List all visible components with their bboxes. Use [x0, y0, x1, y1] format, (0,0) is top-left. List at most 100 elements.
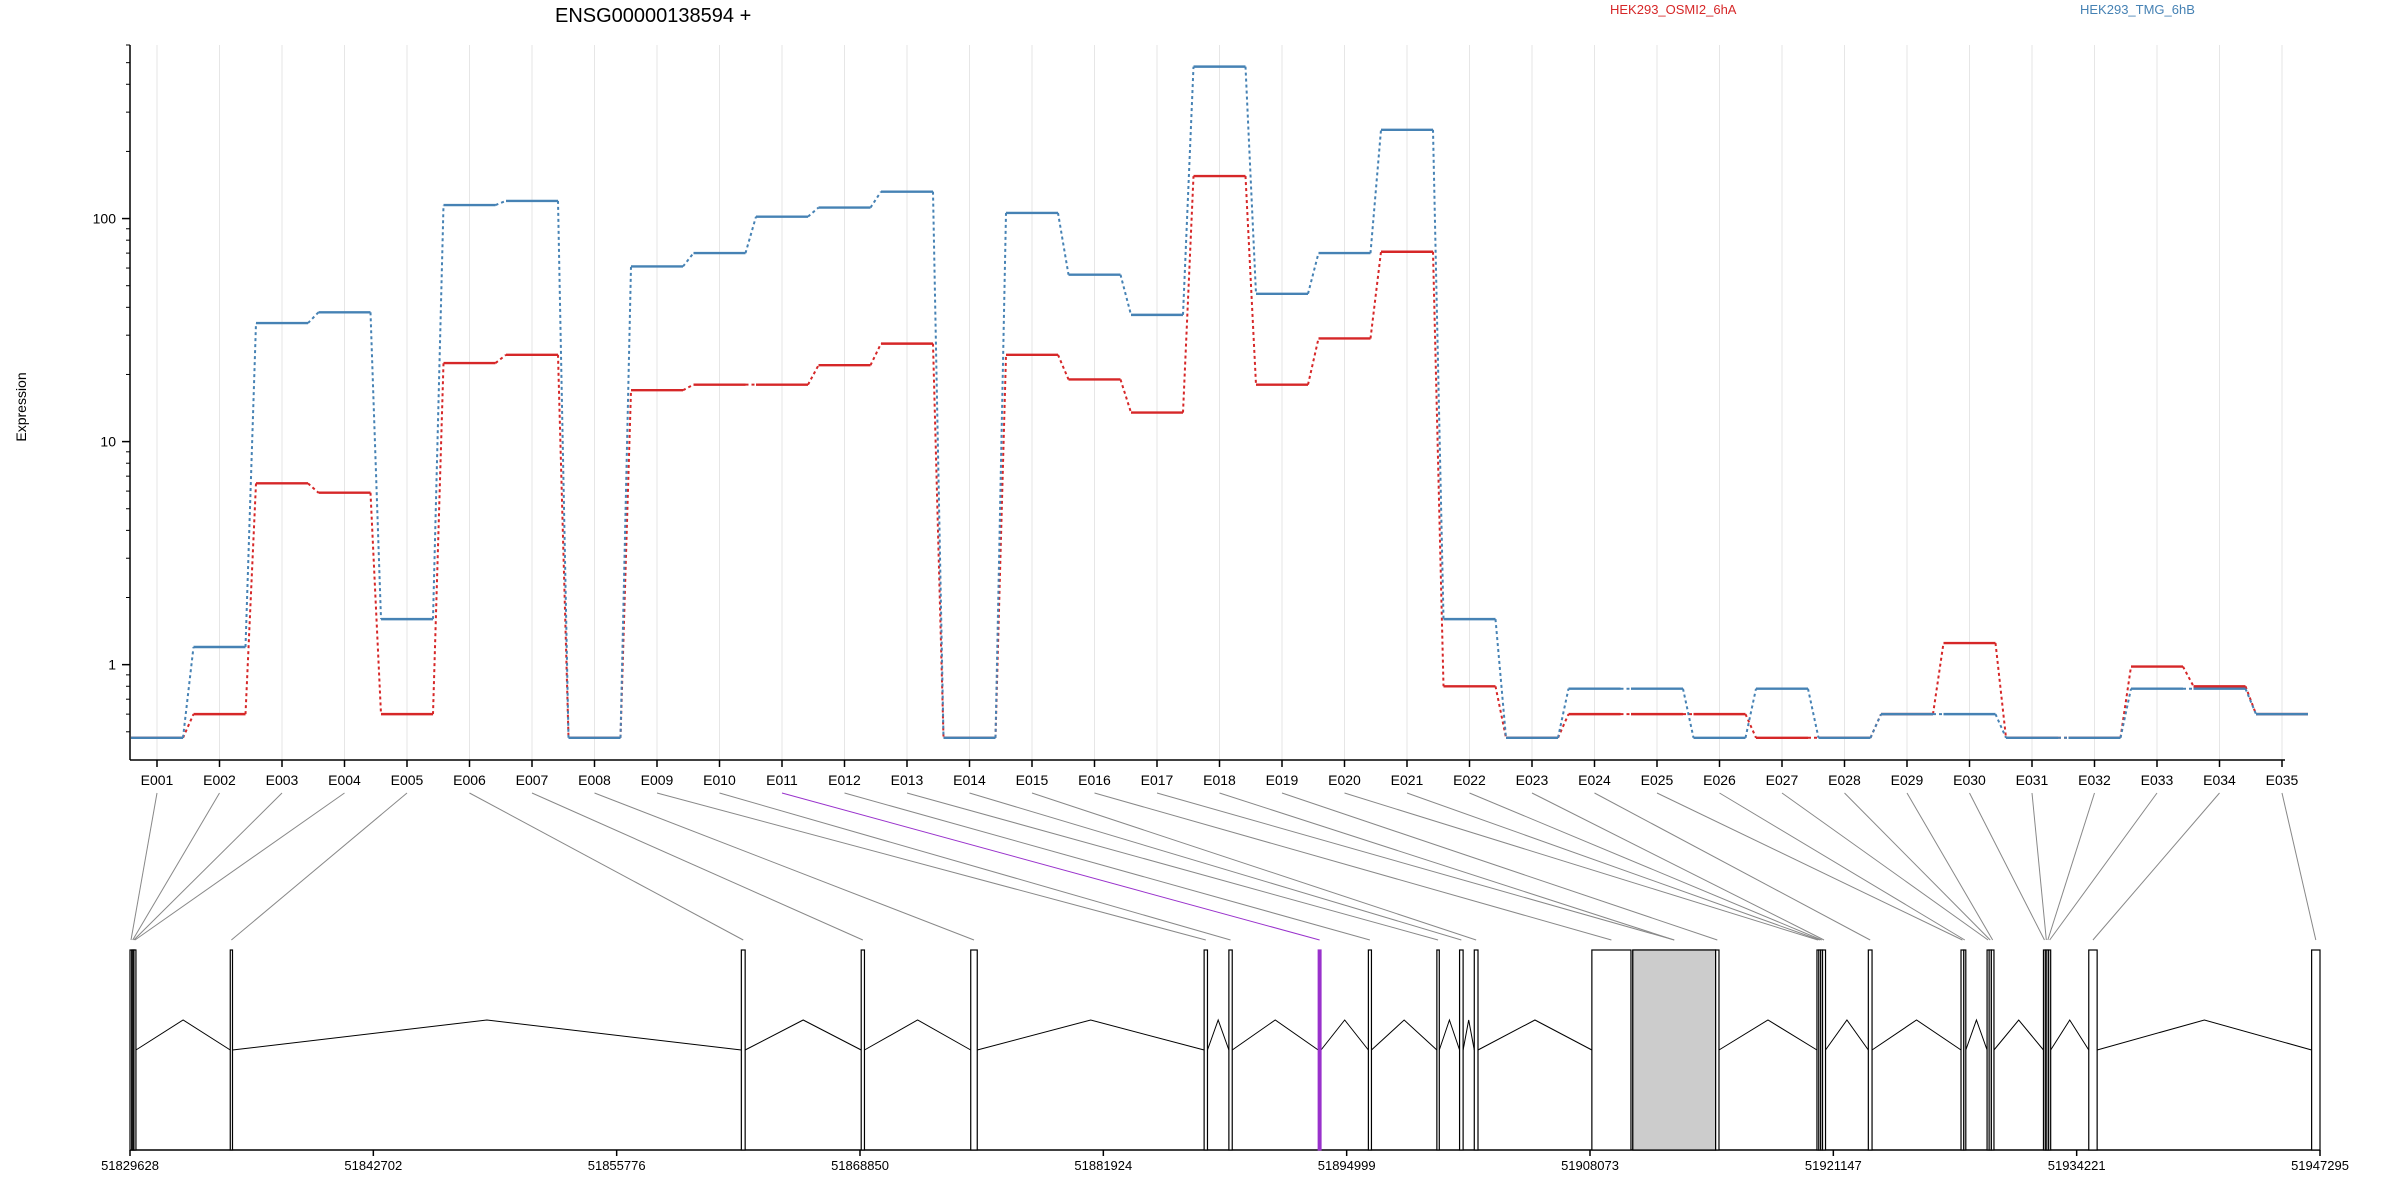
connector-e012 — [869, 191, 882, 209]
genomic-tick-label: 51908073 — [1561, 1158, 1619, 1173]
exon-connector-e026 — [1719, 792, 1966, 941]
connector-e016 — [1119, 274, 1132, 316]
connector-e013 — [932, 191, 945, 738]
exon-connector-e005 — [231, 792, 408, 941]
connector-e004 — [369, 312, 382, 620]
intron-line — [2050, 1019, 2090, 1051]
connector-e014 — [994, 212, 1007, 738]
intron-line — [1965, 1018, 1988, 1051]
x-tick-label-e033: E033 — [2141, 772, 2174, 788]
x-tick-label-e025: E025 — [1641, 772, 1674, 788]
connector-e008 — [619, 266, 632, 738]
exon-connector-e031 — [2031, 792, 2047, 941]
intron-line — [1825, 1019, 1869, 1051]
exon-connector-e014 — [969, 792, 1462, 941]
x-tick-label-e006: E006 — [453, 772, 486, 788]
x-tick-label-e017: E017 — [1141, 772, 1174, 788]
connector-e030 — [1994, 713, 2007, 739]
legend-entry-series-2: HEK293_TMG_6hB — [2080, 2, 2195, 17]
x-tick-label-e012: E012 — [828, 772, 861, 788]
connector-e033 — [2182, 666, 2195, 687]
x-tick-label-e004: E004 — [328, 772, 361, 788]
genomic-tick-label: 51934221 — [2048, 1158, 2106, 1173]
connector-e018 — [1244, 66, 1257, 294]
connector-e032 — [2119, 688, 2132, 738]
connector-e008 — [619, 390, 632, 738]
x-tick-label-e002: E002 — [203, 772, 236, 788]
intron-line — [1207, 1018, 1230, 1051]
connector-e009 — [682, 383, 694, 392]
exon-connector-e008 — [594, 792, 975, 941]
exon-connectors — [130, 792, 2317, 941]
exon-connector-e028 — [1844, 792, 1991, 941]
x-tick-label-e028: E028 — [1828, 772, 1861, 788]
x-tick-label-e021: E021 — [1391, 772, 1424, 788]
exon-box-e024 — [1867, 949, 1873, 1151]
connector-e004 — [369, 492, 382, 715]
exon-connector-e033 — [2049, 792, 2158, 941]
intron-line — [135, 1019, 231, 1051]
x-tick-label-e010: E010 — [703, 772, 736, 788]
y-axis-label: Expression — [13, 372, 29, 441]
intron-line — [1231, 1019, 1319, 1051]
exon-box-e023 — [1821, 949, 1827, 1151]
x-tick-label-e019: E019 — [1266, 772, 1299, 788]
genomic-tick-label: 51881924 — [1074, 1158, 1132, 1173]
x-tick-label-e007: E007 — [516, 772, 549, 788]
connector-e029 — [1932, 642, 1945, 715]
intron-line — [2097, 1019, 2312, 1051]
intron-line — [1462, 1019, 1475, 1051]
x-tick-label-e018: E018 — [1203, 772, 1236, 788]
exon-box-e014 — [1458, 949, 1464, 1151]
axes: 1 10 100 E001 E002 E003 E004 E005 E006 E007 E008 E0… — [93, 44, 2299, 788]
exon-box-e015 — [1473, 949, 1479, 1151]
exon-connector-e011 — [781, 792, 1320, 941]
x-tick-label-e001: E001 — [141, 772, 174, 788]
connector-e003 — [307, 482, 320, 494]
intron-line — [1477, 1019, 1593, 1051]
chart-title: ENSG00000138594 + — [555, 5, 751, 27]
exon-connector-e013 — [906, 792, 1439, 941]
connector-e012 — [869, 343, 882, 366]
x-tick-label-e009: E009 — [641, 772, 674, 788]
connector-e021 — [1432, 129, 1445, 620]
intron-line — [1320, 1019, 1369, 1051]
connector-e005 — [432, 363, 445, 715]
genomic-tick-label: 51921147 — [1805, 1158, 1862, 1173]
exon-connector-e012 — [844, 792, 1371, 941]
x-tick-label-e020: E020 — [1328, 772, 1361, 788]
connector-e022 — [1494, 619, 1507, 738]
genomic-tick-label: 51868850 — [831, 1158, 889, 1173]
exon-connector-e016 — [1094, 792, 1612, 941]
series-1 — [131, 174, 2308, 739]
x-tick-label-e027: E027 — [1766, 772, 1799, 788]
intron-line — [977, 1019, 1205, 1051]
connector-e019 — [1307, 338, 1320, 385]
connector-e006 — [495, 199, 507, 206]
connector-e015 — [1057, 354, 1070, 380]
exon-connector-e009 — [656, 792, 1206, 941]
connector-e025 — [1682, 688, 1695, 738]
exon-connector-e003 — [133, 792, 283, 941]
x-tick-label-e032: E032 — [2078, 772, 2111, 788]
genomic-tick-label: 51947295 — [2291, 1158, 2349, 1173]
connector-e020 — [1369, 251, 1382, 339]
exon-connector-e021 — [1406, 792, 1820, 941]
connector-e011 — [807, 206, 820, 218]
connector-e014 — [994, 354, 1007, 738]
connector-e023 — [1557, 713, 1570, 739]
x-tick-label-e024: E024 — [1578, 772, 1611, 788]
connector-e023 — [1557, 688, 1570, 738]
exon-connector-e029 — [1906, 792, 1994, 941]
exon-box-e010 — [1228, 949, 1233, 1151]
exon-box-e007 — [860, 949, 866, 1151]
x-tick-label-e035: E035 — [2266, 772, 2299, 788]
connector-e009 — [682, 252, 695, 268]
exon-connector-e027 — [1781, 792, 1989, 941]
connector-e003 — [307, 311, 320, 324]
connector-e020 — [1369, 129, 1382, 254]
exon-box-e035 — [2311, 949, 2321, 1151]
intron-line — [864, 1019, 971, 1051]
exon-connector-e004 — [134, 792, 345, 941]
genomic-tick-label: 51894999 — [1318, 1158, 1376, 1173]
